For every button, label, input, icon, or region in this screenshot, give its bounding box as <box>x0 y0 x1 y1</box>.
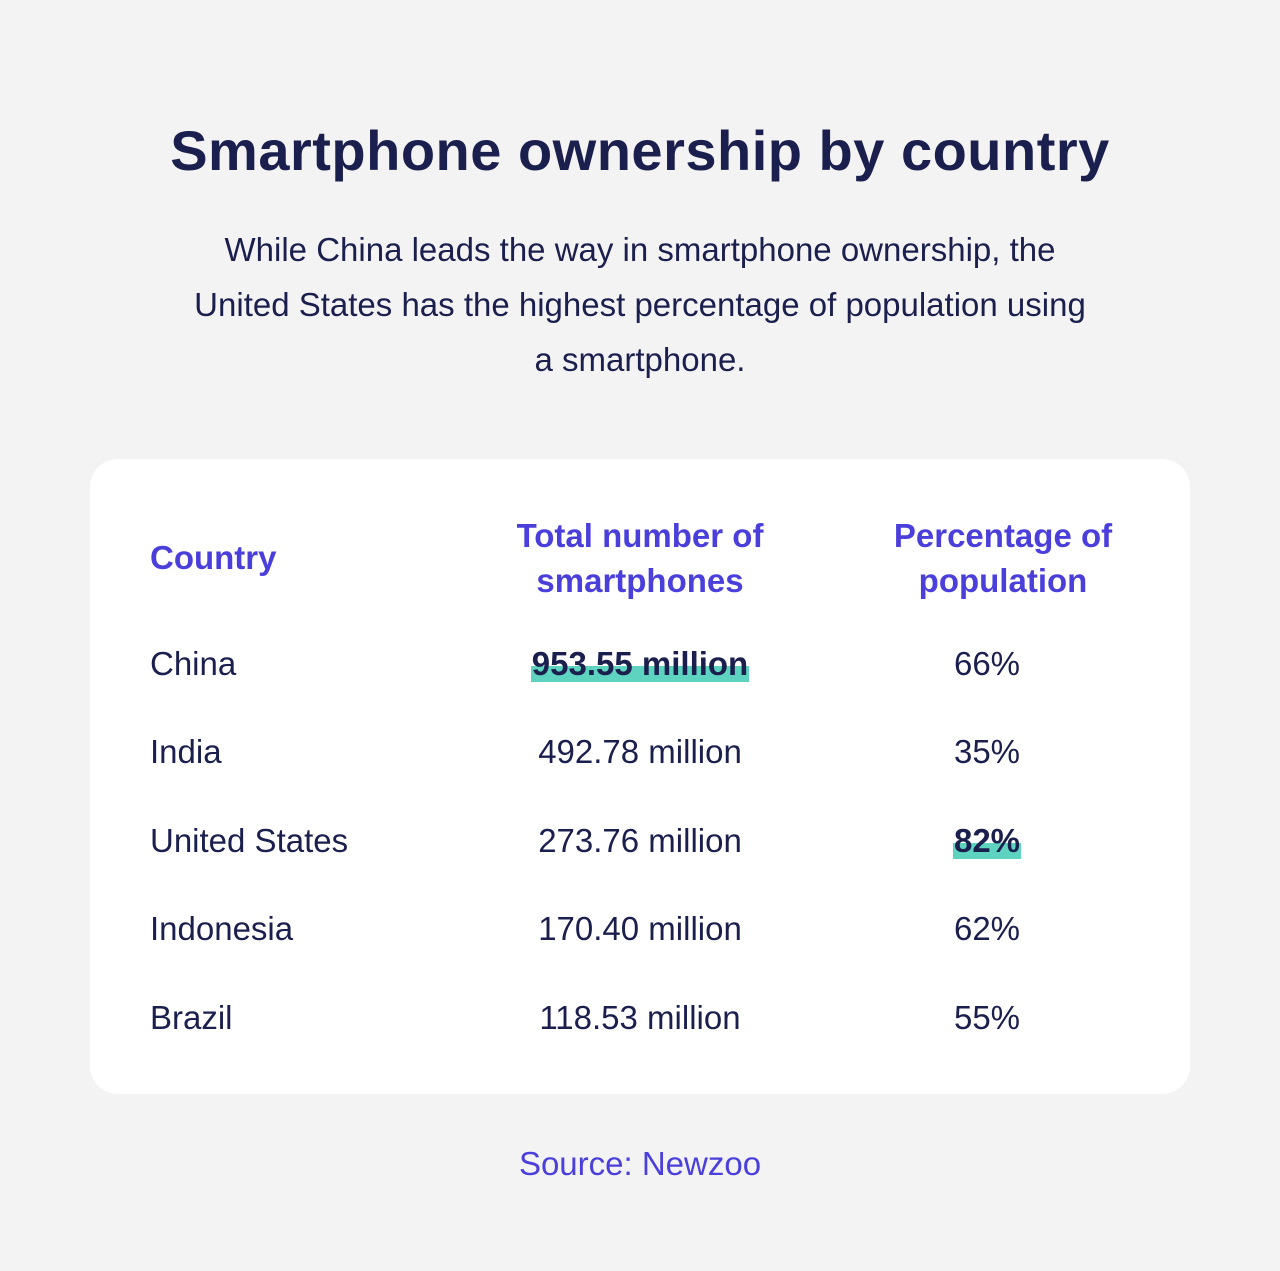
country-cell: China <box>150 645 237 682</box>
column-header-country: Country <box>150 539 277 576</box>
page-subtitle: While China leads the way in smartphone … <box>194 231 1086 378</box>
percentage-cell: 35% <box>953 733 1021 770</box>
total-cell: 118.53 million <box>539 999 741 1036</box>
table-row: Indonesia 170.40 million 62% <box>90 904 1190 954</box>
percentage-cell: 82% <box>952 822 1022 859</box>
total-cell: 170.40 million <box>538 910 742 947</box>
table-row: Brazil 118.53 million 55% <box>90 993 1190 1043</box>
table-row: China 953.55 million 66% <box>90 639 1190 689</box>
percentage-cell: 66% <box>953 645 1021 682</box>
total-cell: 492.78 million <box>538 733 742 770</box>
country-cell: India <box>150 733 222 770</box>
page-title: Smartphone ownership by country <box>170 119 1110 182</box>
data-table-card: Country Total number of smartphones Perc… <box>90 459 1190 1094</box>
table-row: United States 273.76 million 82% <box>90 816 1190 866</box>
table-row: India 492.78 million 35% <box>90 727 1190 777</box>
percentage-cell: 55% <box>953 999 1021 1036</box>
column-header-percentage: Percentage of population <box>893 517 1113 599</box>
country-cell: Indonesia <box>150 910 294 947</box>
total-cell: 953.55 million <box>530 645 750 682</box>
country-cell: Brazil <box>150 999 233 1036</box>
total-cell: 273.76 million <box>538 822 742 859</box>
column-header-total: Total number of smartphones <box>516 517 764 599</box>
source-note: Source: Newzoo <box>518 1145 762 1182</box>
percentage-cell: 62% <box>953 910 1021 947</box>
country-cell: United States <box>150 822 349 859</box>
